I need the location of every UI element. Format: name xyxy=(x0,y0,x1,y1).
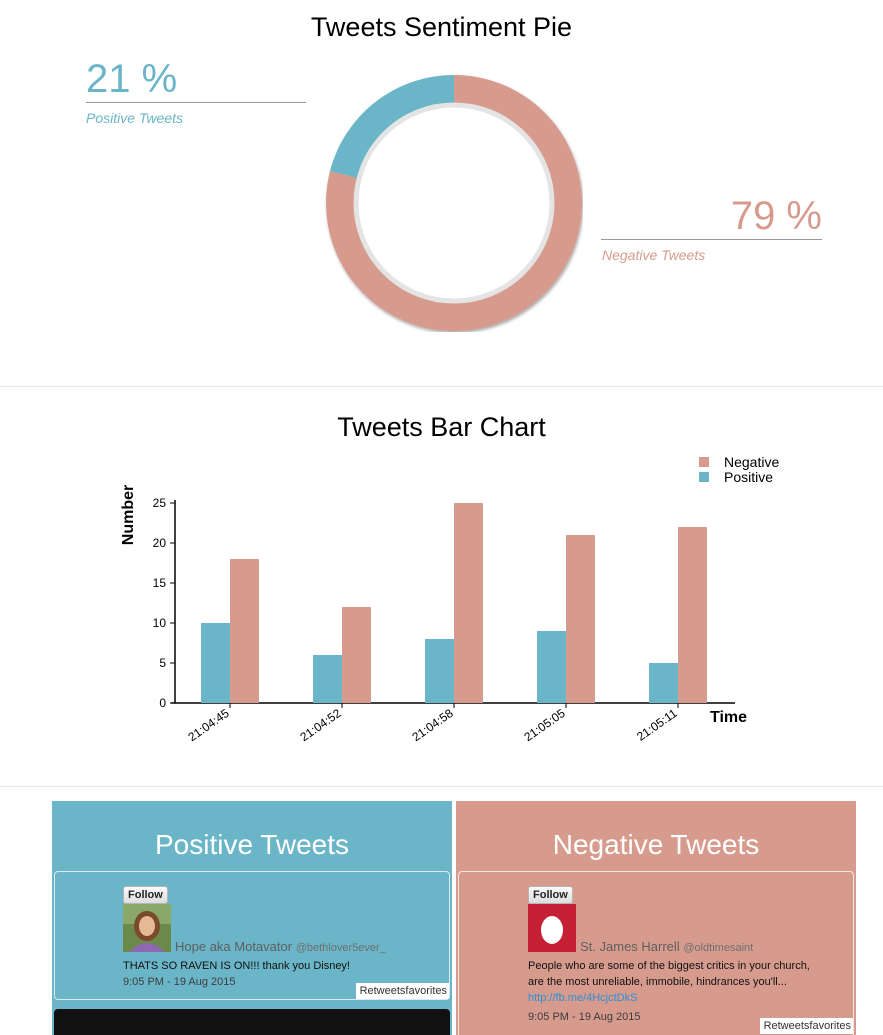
y-tick-label: 0 xyxy=(159,696,166,710)
y-tick-label: 5 xyxy=(159,656,166,670)
tweet-author-name[interactable]: St. James Harrell xyxy=(580,939,680,954)
bar-negative xyxy=(230,559,259,703)
bar-negative xyxy=(678,527,707,703)
y-axis-label: Number xyxy=(120,485,137,545)
y-tick-label: 20 xyxy=(153,536,167,550)
tweet-timestamp[interactable]: 9:05 PM - 19 Aug 2015 xyxy=(123,976,236,988)
user-avatar-photo[interactable] xyxy=(123,904,171,952)
bar-chart-title: Tweets Bar Chart xyxy=(337,412,546,442)
x-axis-label: Time xyxy=(710,709,747,726)
follow-button[interactable]: Follow xyxy=(123,886,168,904)
legend-swatch-negative xyxy=(699,457,709,467)
y-tick-label: 25 xyxy=(153,496,167,510)
bar-negative xyxy=(342,607,371,703)
bar-positive xyxy=(425,639,454,703)
legend-label-positive: Positive xyxy=(724,469,773,485)
donut-hole xyxy=(353,102,555,304)
negative-label: Negative Tweets xyxy=(602,247,706,263)
donut-chart xyxy=(326,75,582,331)
x-tick-label: 21:05:05 xyxy=(521,706,568,744)
positive-percentage: 21 % xyxy=(86,57,178,101)
bar-positive xyxy=(649,663,678,703)
egg-avatar-icon[interactable] xyxy=(528,904,576,952)
next-tweet-card[interactable] xyxy=(54,1009,450,1035)
pie-chart-title: Tweets Sentiment Pie xyxy=(310,12,573,42)
x-tick-label: 21:04:52 xyxy=(297,706,344,744)
section-divider xyxy=(0,786,883,787)
negative-tweets-title: Negative Tweets xyxy=(552,829,760,860)
section-divider xyxy=(0,386,883,387)
tweet-text: People who are some of the biggest criti… xyxy=(528,958,828,1006)
tweet-author-name[interactable]: Hope aka Motavator xyxy=(175,939,293,954)
tweet-timestamp[interactable]: 9:05 PM - 19 Aug 2015 xyxy=(528,1011,641,1023)
bar-negative xyxy=(454,503,483,703)
negative-percentage: 79 % xyxy=(730,194,822,238)
bar-positive xyxy=(313,655,342,703)
bar-chart: 0 5 10 15 20 25 21:04:45 21:04:52 21:04:58 21:05:… xyxy=(120,454,779,744)
x-tick-label: 21:04:45 xyxy=(185,706,232,744)
tweet-author[interactable]: St. James Harrell @oldtimesaint xyxy=(580,939,753,954)
tweet-link[interactable]: http://fb.me/4HcjctDkS xyxy=(528,992,638,1004)
tweet-text: THATS SO RAVEN IS ON!!! thank you Disney… xyxy=(123,960,350,972)
tweet-author-handle[interactable]: @bethlover5ever_ xyxy=(295,942,386,954)
tweet-author[interactable]: Hope aka Motavator @bethlover5ever_ xyxy=(175,939,386,954)
y-tick-label: 15 xyxy=(153,576,167,590)
legend-label-negative: Negative xyxy=(724,454,779,470)
negative-tweets-panel: Negative Tweets Follow St. James Harrell… xyxy=(456,801,856,1035)
negative-underline xyxy=(601,239,822,240)
tweet-actions[interactable]: Retweetsfavorites xyxy=(355,983,449,999)
positive-tweets-title: Positive Tweets xyxy=(154,829,350,860)
positive-label: Positive Tweets xyxy=(86,110,183,126)
bar-positive xyxy=(201,623,230,703)
positive-underline xyxy=(86,102,306,103)
tweet-author-handle[interactable]: @oldtimesaint xyxy=(683,942,754,954)
bar-negative xyxy=(566,535,595,703)
tweet-actions[interactable]: Retweetsfavorites xyxy=(759,1018,853,1034)
y-tick-label: 10 xyxy=(153,616,167,630)
positive-tweets-panel: Positive Tweets Follow Hope aka Motavato… xyxy=(52,801,452,1035)
x-tick-label: 21:05:11 xyxy=(634,706,680,744)
tweet-body: People who are some of the biggest criti… xyxy=(528,960,810,988)
tweet-card[interactable]: Follow St. James Harrell @oldtimesaint P… xyxy=(458,871,854,1035)
x-tick-label: 21:04:58 xyxy=(409,706,456,744)
bar-positive xyxy=(537,631,566,703)
follow-button[interactable]: Follow xyxy=(528,886,573,904)
legend-swatch-positive xyxy=(699,472,709,482)
tweet-card[interactable]: Follow Hope aka Motavator @bethlover5eve… xyxy=(54,871,450,1000)
